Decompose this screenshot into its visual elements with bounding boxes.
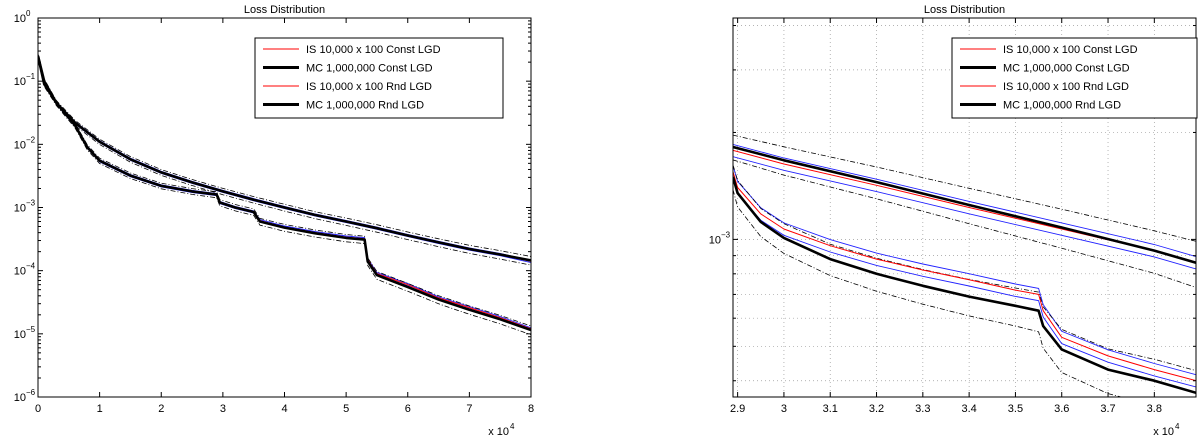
y-tick-label-exponent: −4	[26, 262, 36, 271]
chart-title: Loss Distribution	[924, 4, 1005, 16]
series-group	[38, 53, 531, 336]
legend-label: MC 1,000,000 Const LGD	[306, 63, 433, 75]
legend-label: IS 10,000 x 100 Rnd LGD	[306, 81, 432, 93]
series-line-1	[733, 145, 1196, 264]
y-tick-label: 10	[14, 76, 26, 88]
y-tick-label: 10	[14, 329, 26, 341]
x-tick-label: 7	[466, 403, 472, 415]
x-tick-label: 3.1	[823, 403, 838, 415]
chart-svg: 2.9 3 3.1 3.2 3.3 3.4 3.5 3.6 3.7 3.8 10 −3 Loss Dis…	[709, 4, 1198, 438]
series-1-confidence-band	[733, 134, 1196, 242]
x-exponent-label: x 10	[1153, 426, 1174, 438]
x-tick-label: 3.2	[869, 403, 884, 415]
y-tick-label: 10	[14, 203, 26, 215]
x-exponent-label: x 10	[488, 426, 509, 438]
x-tick-label: 3.3	[915, 403, 930, 415]
legend-label: IS 10,000 x 100 Rnd LGD	[1003, 81, 1129, 93]
y-tick-label-exponent: −3	[721, 230, 731, 239]
axes-frame	[732, 17, 1197, 398]
series-line-1	[38, 55, 531, 262]
series-3-confidence-band	[733, 189, 1123, 397]
series-2-is-band	[733, 177, 1196, 388]
legend-label: MC 1,000,000 Rnd LGD	[306, 100, 424, 112]
x-tick-label: 3.5	[1008, 403, 1023, 415]
x-tick-label: 3	[220, 403, 226, 415]
series-2-is-band	[733, 165, 1196, 376]
series-1-confidence-band	[733, 159, 1196, 288]
legend-label: MC 1,000,000 Rnd LGD	[1003, 100, 1121, 112]
series-0-is-band	[733, 143, 1196, 258]
series-0-is-band	[733, 156, 1196, 270]
legend-label: MC 1,000,000 Const LGD	[1003, 63, 1130, 75]
legend-label: IS 10,000 x 100 Const LGD	[306, 44, 441, 56]
x-tick-label: 3.4	[961, 403, 976, 415]
left-chart-panel: 0 1 2 3 4 5 6 7 8 10 0 10 −1 10 −2 10 −3 10 −4 10 −5 10 −6 Loss…	[0, 0, 540, 443]
x-tick-label: 1	[97, 403, 103, 415]
legend-label: IS 10,000 x 100 Const LGD	[1003, 44, 1138, 56]
series-line-3	[38, 55, 531, 332]
y-tick-label-exponent: −3	[26, 199, 36, 208]
series-1-confidence-band	[38, 53, 531, 257]
x-tick-label: 3	[781, 403, 787, 415]
x-tick-label: 8	[528, 403, 534, 415]
x-tick-label: 3.8	[1147, 403, 1162, 415]
y-tick-label: 10	[14, 13, 26, 25]
x-tick-label: 3.6	[1054, 403, 1069, 415]
series-line-2	[733, 171, 1196, 382]
y-tick-label: 10	[14, 266, 26, 278]
y-tick-label-exponent: −2	[26, 135, 36, 144]
x-exponent-value: 4	[510, 422, 515, 431]
x-tick-label: 3.7	[1100, 403, 1115, 415]
x-exponent-value: 4	[1175, 422, 1180, 431]
y-tick-label-exponent: 0	[26, 9, 31, 18]
series-group	[733, 134, 1196, 397]
series-3-confidence-band	[38, 58, 531, 336]
y-tick-label-exponent: −5	[26, 325, 36, 334]
y-tick-label-exponent: −1	[26, 72, 36, 81]
y-tick-label-exponent: −6	[26, 388, 36, 397]
y-tick-label: 10	[709, 234, 721, 246]
x-tick-label: 0	[35, 403, 41, 415]
chart-title: Loss Distribution	[244, 4, 325, 16]
series-line-3	[733, 176, 1196, 395]
x-tick-label: 2.9	[730, 403, 745, 415]
x-tick-label: 5	[343, 403, 349, 415]
y-tick-label: 10	[14, 139, 26, 151]
right-chart-panel: 2.9 3 3.1 3.2 3.3 3.4 3.5 3.6 3.7 3.8 10 −3 Loss Dis…	[660, 0, 1201, 443]
y-tick-label: 10	[14, 392, 26, 404]
x-tick-label: 2	[158, 403, 164, 415]
legend: IS 10,000 x 100 Const LGD MC 1,000,000 Co…	[254, 37, 504, 119]
x-tick-label: 4	[281, 403, 287, 415]
legend: IS 10,000 x 100 Const LGD MC 1,000,000 Co…	[951, 37, 1198, 119]
x-tick-label: 6	[405, 403, 411, 415]
